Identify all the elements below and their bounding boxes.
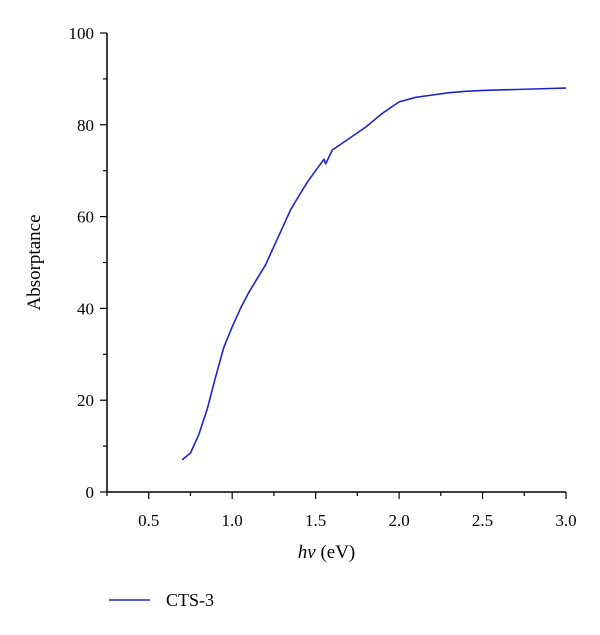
x-axis-label-symbol: hν (298, 542, 317, 563)
y-axis-label: Absorptance (24, 214, 45, 310)
x-tick-label: 0.5 (138, 511, 159, 530)
x-axis-ticks: 0.5 1.0 1.5 2.0 2.5 3.0 (106, 492, 577, 530)
x-tick-label: 3.0 (555, 511, 576, 530)
y-tick-label: 0 (86, 483, 95, 502)
x-tick-label: 1.0 (222, 511, 243, 530)
x-axis-label-unit: (eV) (316, 542, 356, 563)
y-tick-label: 100 (69, 24, 95, 43)
x-tick-label: 1.5 (305, 511, 326, 530)
x-axis-label: hν (eV) (298, 542, 356, 563)
y-axis-ticks: 0 20 40 60 80 100 (69, 24, 107, 502)
x-tick-label: 2.0 (388, 511, 409, 530)
x-tick-label: 2.5 (472, 511, 493, 530)
series-layer (181, 87, 567, 461)
legend-label-cts-3: CTS-3 (166, 590, 214, 610)
y-tick-label: 40 (77, 299, 94, 318)
y-tick-label: 80 (77, 116, 94, 135)
legend: CTS-3 (109, 590, 214, 610)
y-tick-label: 60 (77, 208, 94, 227)
y-tick-label: 20 (77, 391, 94, 410)
series-line-cts-3 (181, 87, 567, 461)
